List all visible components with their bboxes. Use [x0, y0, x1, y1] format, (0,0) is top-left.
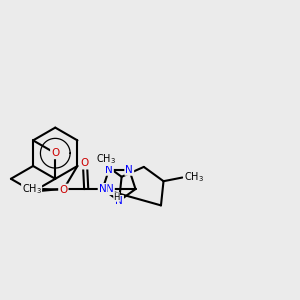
Text: O: O	[51, 148, 59, 158]
Text: N: N	[125, 165, 133, 175]
Text: N: N	[99, 184, 106, 194]
Text: CH$_3$: CH$_3$	[184, 171, 204, 184]
Text: O: O	[59, 185, 68, 195]
Text: N: N	[106, 184, 114, 194]
Text: H: H	[113, 193, 120, 202]
Text: O: O	[81, 158, 89, 168]
Text: N: N	[115, 196, 123, 206]
Text: CH$_3$: CH$_3$	[22, 182, 42, 196]
Text: CH$_3$: CH$_3$	[96, 152, 116, 166]
Text: N: N	[105, 165, 113, 175]
